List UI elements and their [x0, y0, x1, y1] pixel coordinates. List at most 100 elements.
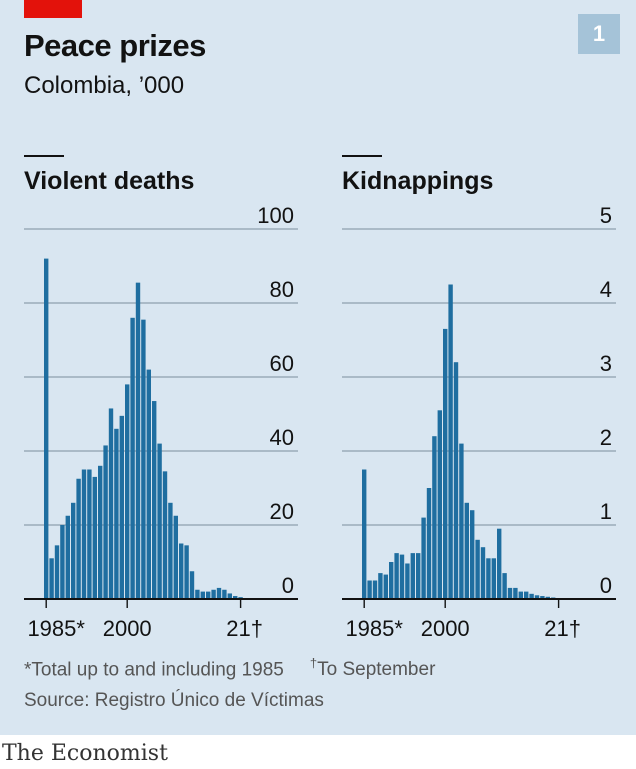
source-note: Source: Registro Único de Víctimas: [24, 690, 324, 711]
bar: [108, 408, 114, 599]
bar: [529, 593, 534, 599]
chart-subtitle: Colombia, ’000: [24, 72, 185, 99]
bar: [162, 471, 168, 599]
bar: [119, 415, 124, 599]
bar: [173, 515, 178, 599]
violent-deaths-chart: Violent deaths 100 80 60 40 20 0 1985* 2000 21†: [24, 155, 298, 641]
bar: [399, 554, 405, 599]
bar: [372, 580, 378, 599]
chart-number-badge: 1: [578, 14, 620, 54]
bar: [540, 596, 545, 599]
x-tick-label: 21†: [226, 616, 263, 641]
bar: [513, 587, 518, 599]
bar: [362, 469, 367, 599]
bar: [179, 543, 184, 599]
bar: [216, 587, 222, 599]
x-tick-label: 1985*: [27, 616, 85, 641]
footnote-september-text: To September: [317, 659, 436, 681]
bar: [125, 384, 130, 599]
bar: [222, 589, 227, 599]
y-tick-label: 4: [600, 277, 612, 302]
x-tick-label: 2000: [103, 616, 152, 641]
bar: [432, 436, 437, 599]
bar: [389, 562, 394, 599]
y-tick-label: 2: [600, 425, 612, 450]
bar: [524, 591, 529, 599]
title-rule: [24, 155, 64, 157]
footnote-total: *Total up to and including 1985: [24, 659, 284, 681]
bar: [98, 465, 103, 599]
bar: [378, 573, 383, 599]
bar: [464, 502, 469, 599]
bar: [49, 558, 54, 599]
bar: [60, 525, 65, 599]
bar: [426, 488, 432, 599]
bar: [405, 563, 410, 599]
red-tag-accent: [24, 0, 82, 18]
title-rule: [342, 155, 382, 157]
bar: [453, 362, 459, 599]
bar: [410, 553, 415, 599]
bar: [394, 553, 399, 599]
chart-panel: [0, 0, 636, 735]
bar: [367, 580, 372, 599]
bar: [480, 547, 486, 599]
y-tick-label: 3: [600, 351, 612, 376]
bar: [233, 596, 238, 599]
bar: [92, 476, 97, 599]
bar: [87, 469, 92, 599]
bar: [114, 428, 119, 599]
chart-title: Peace prizes: [24, 28, 206, 63]
bar: [81, 469, 87, 599]
bar: [189, 571, 195, 599]
violent-deaths-title: Violent deaths: [24, 167, 194, 195]
bar: [130, 317, 135, 599]
bar: [54, 545, 60, 599]
y-tick-label: 5: [600, 203, 612, 228]
bar: [383, 574, 388, 599]
y-tick-label: 0: [282, 573, 294, 598]
bar: [502, 573, 507, 599]
bar: [416, 553, 421, 599]
bar: [497, 528, 502, 599]
bar: [76, 478, 81, 599]
bar: [443, 328, 448, 599]
y-tick-label: 20: [270, 499, 294, 524]
footnotes: *Total up to and including 1985 †To Septe…: [24, 656, 435, 681]
y-tick-label: 60: [270, 351, 294, 376]
y-tick-label: 100: [257, 203, 294, 228]
bar: [152, 401, 157, 599]
kidnappings-chart: Kidnappings 5 4 3 2 1 0 1985* 2000 21†: [342, 155, 616, 641]
bar: [486, 558, 491, 599]
bar: [200, 591, 205, 599]
y-tick-label: 80: [270, 277, 294, 302]
bar: [459, 443, 464, 599]
brand-logo: The Economist: [2, 741, 168, 766]
bar: [103, 445, 108, 599]
bar: [44, 258, 49, 599]
bar: [421, 517, 426, 599]
bar: [507, 587, 513, 599]
x-tick-label: 2000: [421, 616, 470, 641]
bar: [71, 502, 76, 599]
bar: [437, 410, 442, 599]
y-tick-label: 1: [600, 499, 612, 524]
x-tick-label: 21†: [544, 616, 581, 641]
bar: [448, 284, 453, 599]
bar: [141, 319, 146, 599]
bar: [475, 539, 480, 599]
bar: [184, 545, 189, 599]
bar: [545, 596, 550, 599]
bar: [211, 589, 216, 599]
kidnappings-title: Kidnappings: [342, 167, 493, 195]
bar: [227, 593, 232, 599]
bar: [491, 558, 496, 599]
bar: [135, 282, 141, 599]
y-tick-label: 0: [600, 573, 612, 598]
bar: [195, 589, 200, 599]
bar: [65, 515, 70, 599]
x-tick-label: 1985*: [345, 616, 403, 641]
y-tick-label: 40: [270, 425, 294, 450]
bar: [157, 443, 162, 599]
footnote-september: †To September: [310, 656, 436, 681]
